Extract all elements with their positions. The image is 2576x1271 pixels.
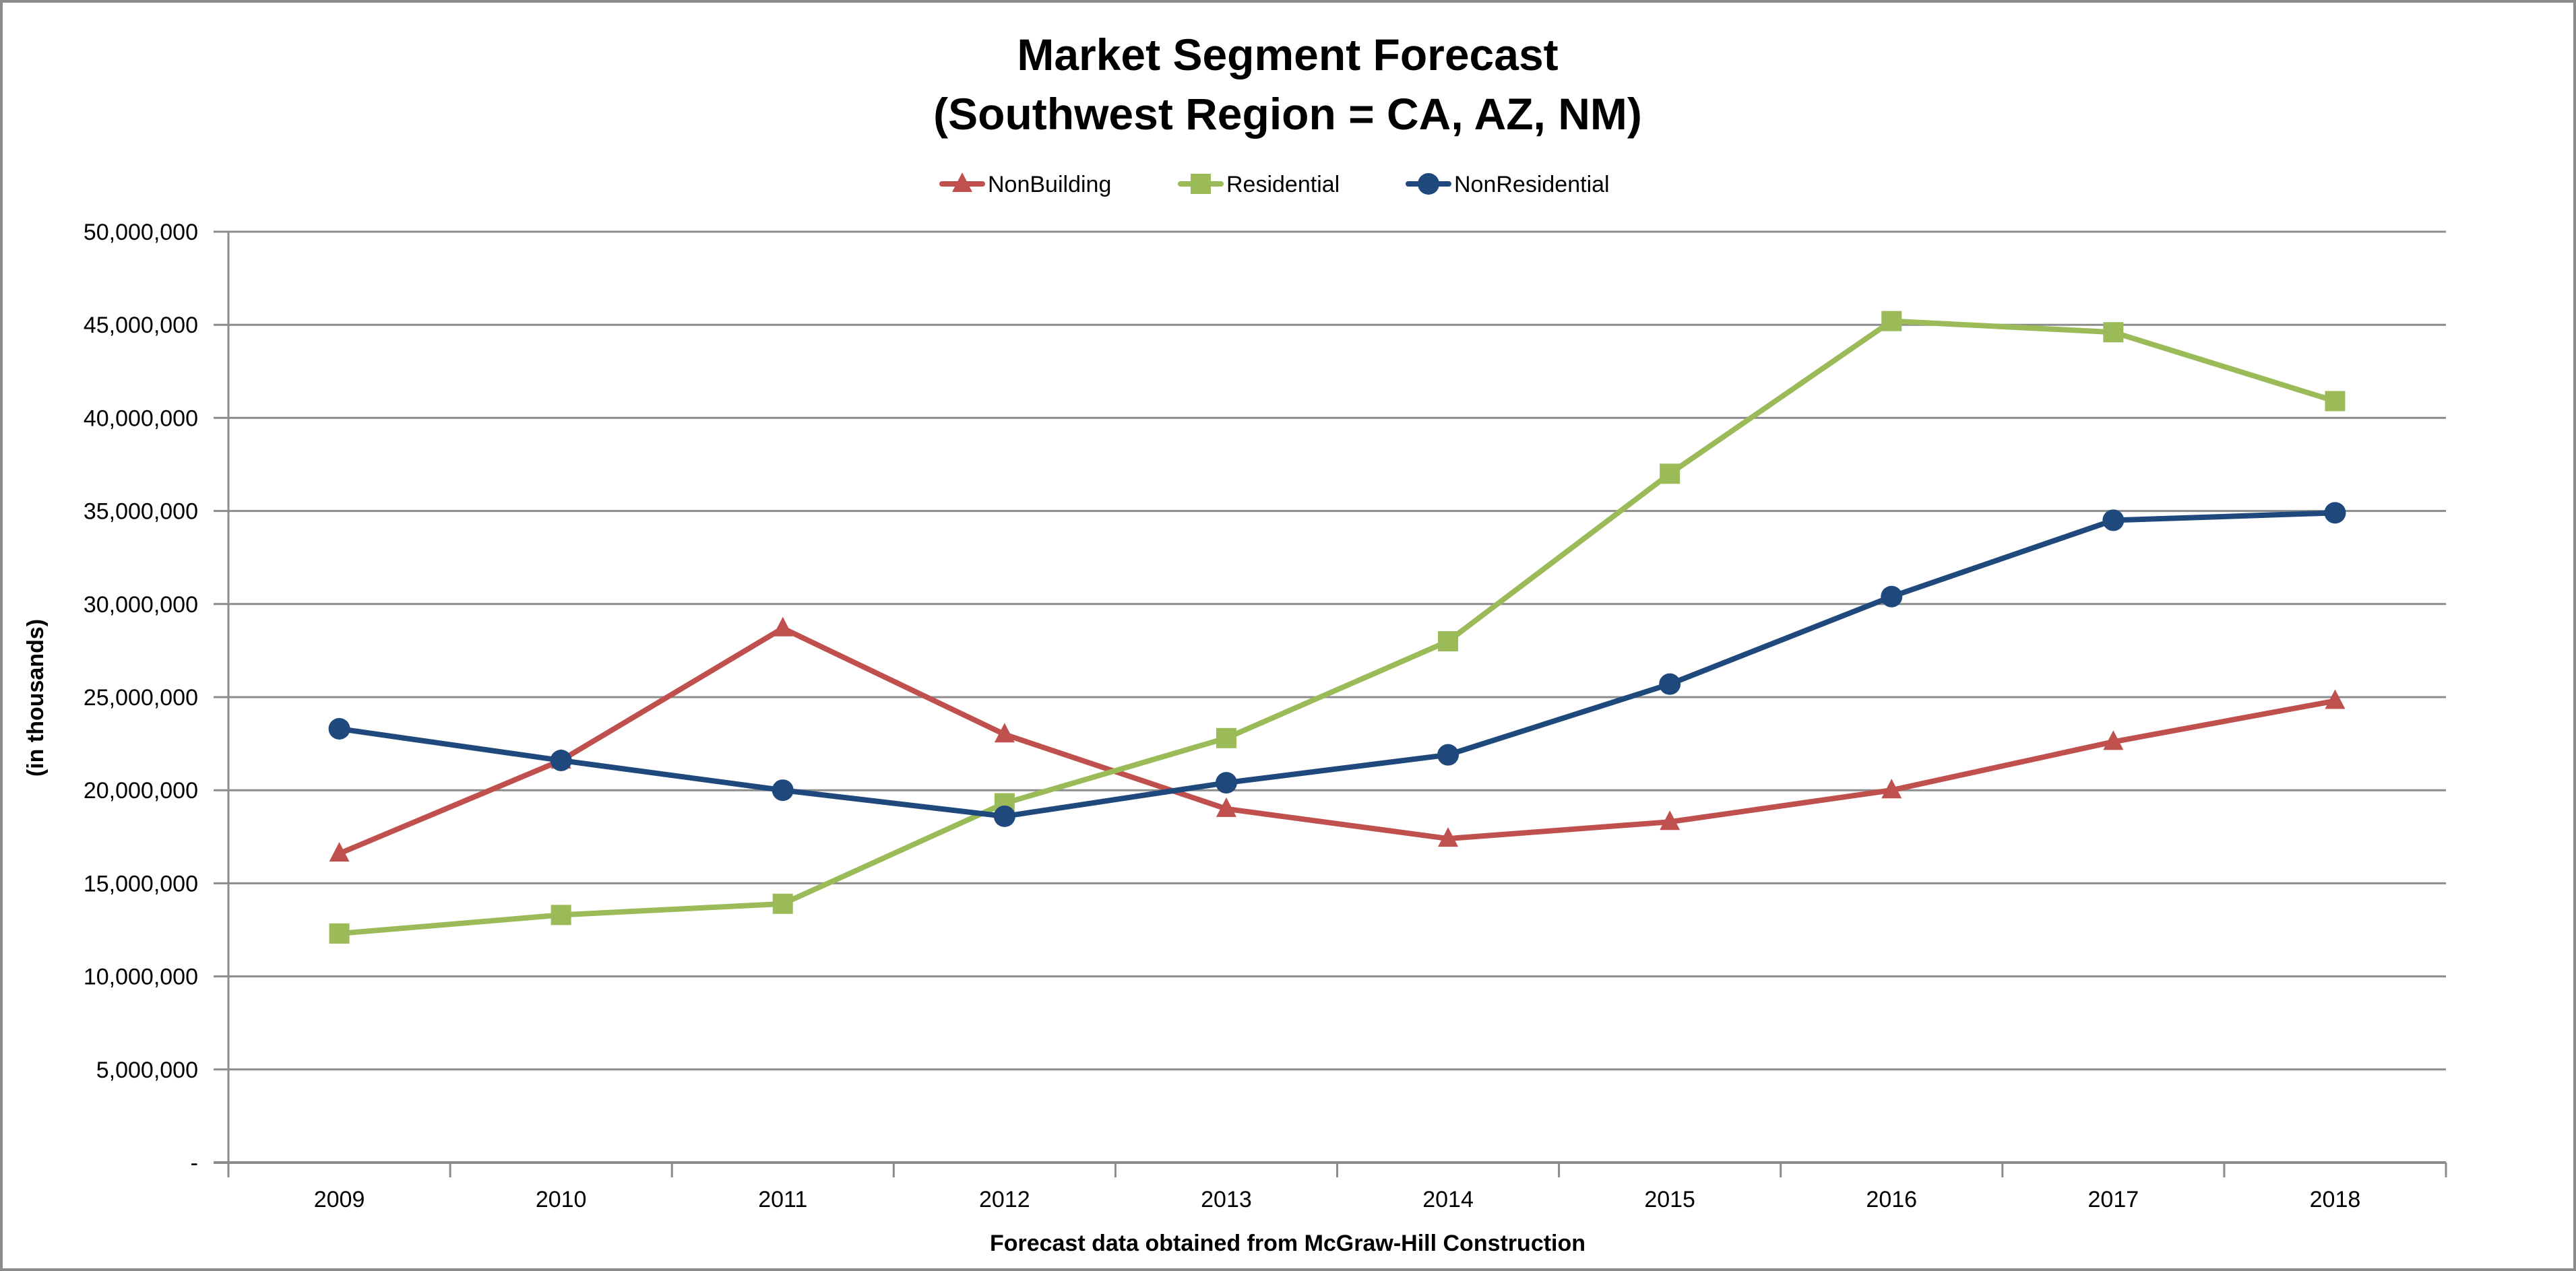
data-point (1437, 744, 1459, 766)
data-point (993, 805, 1015, 827)
series-group (328, 311, 2346, 944)
series-line-nonbuilding (338, 625, 2336, 856)
x-tick-label: 2017 (2088, 1187, 2139, 1212)
y-tick-label: 50,000,000 (84, 220, 198, 245)
y-axis-ticks: - 5,000,000 10,000,000 15,000,000 20,000,000… (84, 220, 198, 1176)
y-tick-label: - (191, 1150, 198, 1176)
series-nonbuilding (329, 616, 2346, 862)
data-point (328, 717, 350, 740)
data-point (1216, 727, 1236, 748)
data-point (1881, 585, 1903, 608)
legend-marker-icon (1418, 173, 1439, 195)
legend-label: NonResidential (1454, 172, 1610, 197)
data-point (2325, 689, 2346, 709)
chart-title: Market Segment Forecast (1017, 30, 1558, 79)
gridlines (214, 230, 2447, 1177)
y-tick-label: 30,000,000 (84, 592, 198, 618)
y-tick-label: 10,000,000 (84, 965, 198, 990)
data-point (1215, 772, 1237, 794)
x-tick-label: 2011 (758, 1187, 807, 1212)
x-tick-label: 2009 (314, 1187, 365, 1212)
data-point (551, 905, 571, 925)
x-axis-ticks: 2009 2010 2011 2012 2013 2014 2015 2016 2017 2018 (314, 1187, 2361, 1212)
data-point (1438, 631, 1459, 652)
legend-label: NonBuilding (988, 172, 1111, 197)
y-tick-label: 35,000,000 (84, 499, 198, 525)
data-point (550, 749, 572, 771)
series-line-nonresidential (338, 510, 2335, 819)
x-axis-title: Forecast data obtained from McGraw-Hill … (990, 1231, 1585, 1256)
x-tick-label: 2015 (1644, 1187, 1695, 1212)
data-point (1438, 827, 1459, 847)
series-nonresidential (328, 502, 2346, 827)
data-point (1660, 463, 1680, 484)
y-tick-label: 45,000,000 (84, 313, 198, 338)
y-tick-label: 5,000,000 (96, 1057, 198, 1083)
data-point (329, 842, 350, 862)
data-point (1216, 797, 1236, 817)
data-point (772, 616, 793, 637)
data-point (2325, 391, 2346, 412)
data-point (2103, 730, 2124, 750)
legend-label: Residential (1226, 172, 1340, 197)
chart-subtitle: (Southwest Region = CA, AZ, NM) (933, 89, 1642, 139)
x-tick-label: 2010 (536, 1187, 587, 1212)
data-point (2102, 509, 2125, 531)
legend: NonBuilding Residential NonResidential (939, 172, 1610, 197)
legend-marker-icon (952, 172, 972, 192)
x-tick-label: 2013 (1201, 1187, 1252, 1212)
series-residential (329, 311, 2346, 944)
series-line-residential (339, 318, 2336, 937)
y-tick-label: 15,000,000 (84, 871, 198, 897)
y-tick-label: 25,000,000 (84, 685, 198, 711)
x-tick-label: 2016 (1866, 1187, 1917, 1212)
x-tick-label: 2014 (1422, 1187, 1474, 1212)
data-point (994, 723, 1015, 743)
data-point (1881, 311, 1902, 331)
y-tick-label: 40,000,000 (84, 405, 198, 431)
data-point (329, 923, 350, 944)
data-point (772, 779, 794, 802)
data-point (1659, 673, 1681, 695)
legend-marker-icon (1191, 174, 1211, 194)
x-tick-label: 2018 (2310, 1187, 2361, 1212)
y-axis-title: (in thousands) (23, 619, 49, 777)
data-point (1660, 810, 1680, 830)
data-point (772, 893, 793, 914)
y-tick-label: 20,000,000 (84, 778, 198, 804)
data-point (2103, 322, 2124, 343)
data-point (2324, 502, 2346, 524)
x-tick-label: 2012 (979, 1187, 1030, 1212)
data-point (1881, 779, 1902, 799)
